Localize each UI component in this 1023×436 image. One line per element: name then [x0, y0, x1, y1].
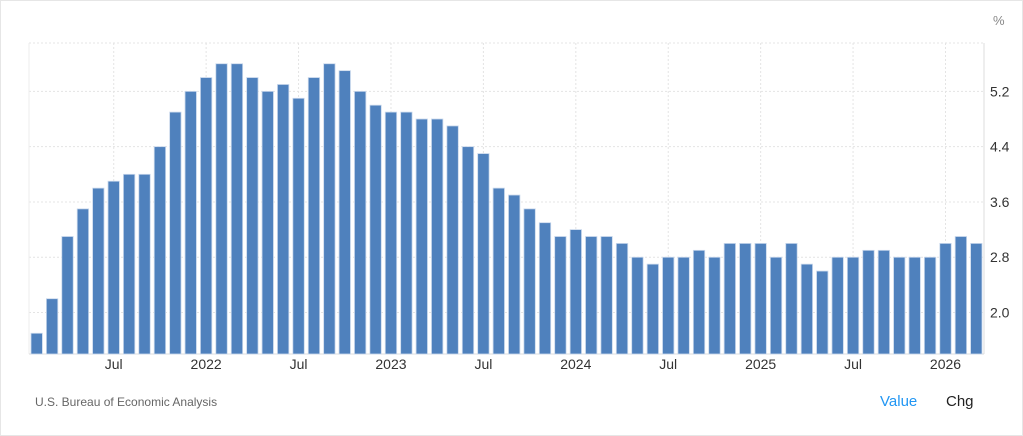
bar-2022-02[interactable] [215, 63, 228, 355]
bar-2024-02[interactable] [585, 236, 598, 355]
bar-2023-06[interactable] [461, 146, 475, 355]
bar-2021-08[interactable] [123, 173, 136, 355]
y-tick-label: 4.4 [990, 139, 1010, 155]
bar-2023-07[interactable] [477, 153, 490, 355]
bar-2021-05[interactable] [76, 208, 90, 355]
y-axis-ticks: 2.0 2.8 3.6 4.4 5.2 [990, 83, 1010, 320]
bar-2024-01[interactable] [569, 229, 582, 355]
x-tick-label: Jul [290, 356, 308, 372]
change-toggle-button[interactable]: Chg [946, 393, 974, 410]
bar-2021-10[interactable] [153, 146, 167, 355]
unit-label: % [993, 13, 1005, 28]
bar-2025-07[interactable] [846, 256, 860, 355]
bar-2023-12[interactable] [554, 236, 567, 355]
value-toggle-button[interactable]: Value [880, 393, 918, 410]
bar-2023-02[interactable] [400, 111, 413, 355]
bar-2025-12[interactable] [923, 256, 937, 355]
bar-2024-07[interactable] [662, 256, 675, 355]
bar-2023-03[interactable] [415, 118, 428, 355]
bar-2022-06[interactable] [277, 84, 290, 355]
bar-2023-05[interactable] [446, 125, 459, 355]
bar-undefined[interactable] [970, 243, 983, 355]
bar-2024-08[interactable] [677, 256, 690, 355]
x-tick-label: Jul [659, 356, 677, 372]
bar-2025-08[interactable] [862, 249, 875, 355]
x-axis-ticks: Jul 2022 Jul 2023 Jul 2024 Jul 2025 Jul 2026 [105, 356, 962, 372]
bars [30, 63, 983, 355]
bar-2022-01[interactable] [200, 77, 213, 355]
bar-2024-04[interactable] [615, 243, 629, 355]
bar-2023-08[interactable] [492, 187, 505, 355]
bar-2022-07[interactable] [292, 97, 305, 355]
bar-2021-12[interactable] [184, 90, 197, 355]
bar-2023-10[interactable] [523, 208, 536, 355]
bar-2026-01[interactable] [939, 243, 952, 355]
bar-2025-10[interactable] [893, 256, 906, 355]
bar-2023-04[interactable] [431, 118, 444, 355]
bar-2025-03[interactable] [785, 243, 798, 355]
y-tick-label: 2.8 [990, 249, 1010, 265]
y-tick-label: 3.6 [990, 194, 1010, 210]
bar-2022-10[interactable] [338, 70, 351, 355]
bar-2021-09[interactable] [138, 173, 151, 355]
bar-2022-11[interactable] [354, 90, 367, 355]
bar-2025-05[interactable] [816, 270, 829, 355]
bar-2024-06[interactable] [646, 263, 659, 355]
x-tick-label: Jul [105, 356, 123, 372]
bar-2025-01[interactable] [754, 243, 767, 355]
x-tick-label: 2024 [560, 356, 591, 372]
x-tick-label: 2023 [375, 356, 406, 372]
bar-2025-04[interactable] [800, 263, 813, 355]
bar-2023-01[interactable] [384, 111, 398, 355]
bar-2022-05[interactable] [261, 90, 274, 355]
y-tick-label: 5.2 [990, 83, 1010, 99]
bar-2021-04[interactable] [61, 236, 74, 355]
bar-2026-02[interactable] [954, 236, 967, 355]
x-tick-label: 2022 [191, 356, 222, 372]
bar-2021-11[interactable] [169, 111, 182, 355]
bar-2023-09[interactable] [508, 194, 521, 355]
bar-2025-09[interactable] [877, 249, 890, 355]
bar-2024-11[interactable] [723, 243, 736, 355]
y-tick-label: 2.0 [990, 305, 1010, 321]
bar-2025-02[interactable] [769, 256, 783, 355]
bar-2024-03[interactable] [600, 236, 613, 355]
bar-2021-03[interactable] [46, 298, 59, 355]
bar-2024-10[interactable] [708, 256, 721, 355]
x-tick-label: Jul [844, 356, 862, 372]
bar-2022-03[interactable] [230, 63, 244, 355]
bar-2025-11[interactable] [908, 256, 921, 355]
bar-2022-04[interactable] [246, 77, 259, 355]
bar-2022-08[interactable] [307, 77, 321, 355]
bar-2021-02[interactable] [30, 332, 43, 355]
bar-2024-12[interactable] [739, 243, 752, 355]
bar-2022-09[interactable] [323, 63, 336, 355]
bar-2023-11[interactable] [538, 222, 552, 355]
x-tick-label: 2025 [745, 356, 776, 372]
bar-2024-05[interactable] [631, 256, 644, 355]
x-tick-label: Jul [474, 356, 492, 372]
bar-2024-09[interactable] [692, 249, 706, 355]
bar-2021-07[interactable] [107, 180, 120, 355]
bar-2022-12[interactable] [369, 104, 382, 355]
x-tick-label: 2026 [930, 356, 961, 372]
source-label: U.S. Bureau of Economic Analysis [35, 395, 218, 409]
bar-2021-06[interactable] [92, 187, 105, 355]
bar-2025-06[interactable] [831, 256, 844, 355]
